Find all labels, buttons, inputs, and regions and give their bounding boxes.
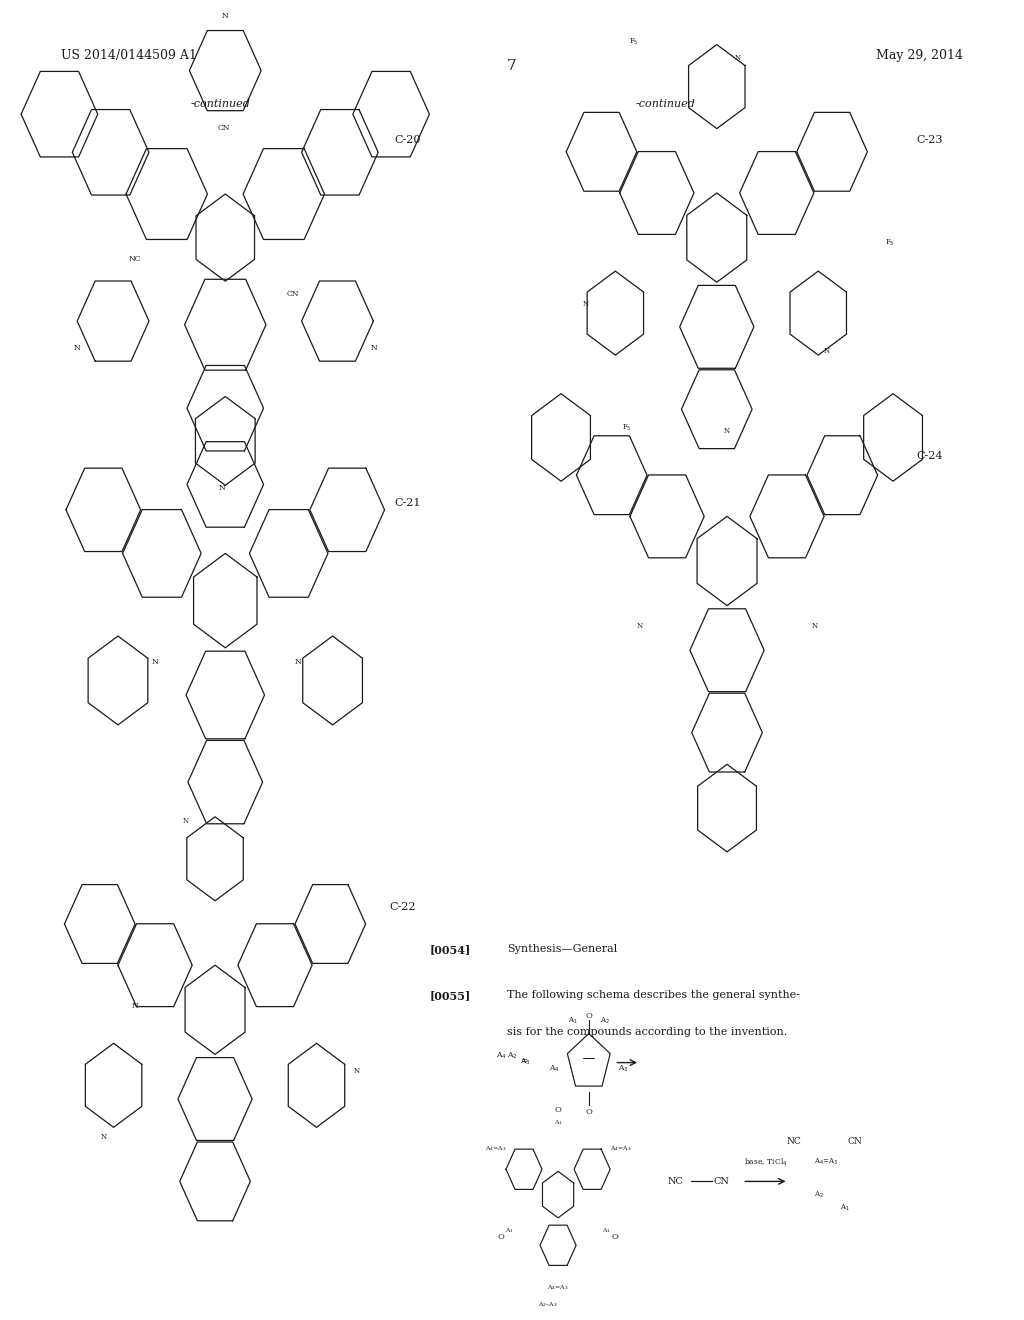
- Text: N: N: [295, 659, 302, 667]
- Text: F$_5$: F$_5$: [885, 238, 895, 248]
- Text: A$_2$: A$_2$: [507, 1051, 517, 1061]
- Text: A$_4$=A$_3$: A$_4$=A$_3$: [547, 1283, 569, 1292]
- Text: C-24: C-24: [916, 451, 943, 462]
- Text: May 29, 2014: May 29, 2014: [876, 49, 963, 62]
- Text: O: O: [611, 1233, 618, 1241]
- Text: C-22: C-22: [389, 902, 416, 912]
- Text: N: N: [132, 1002, 138, 1010]
- Text: NC: NC: [786, 1138, 801, 1146]
- Text: NC: NC: [668, 1177, 684, 1185]
- Text: C-23: C-23: [916, 135, 943, 145]
- Text: A$_1$: A$_1$: [840, 1203, 850, 1213]
- Text: -continued: -continued: [636, 99, 695, 110]
- Text: A$_4$: A$_4$: [497, 1051, 507, 1061]
- Text: O: O: [555, 1106, 561, 1114]
- Text: O: O: [586, 1012, 592, 1020]
- Text: A$_1$: A$_1$: [602, 1226, 610, 1236]
- Text: N: N: [73, 345, 80, 352]
- Text: C-21: C-21: [394, 498, 421, 508]
- Text: [0054]: [0054]: [430, 944, 471, 954]
- Text: N: N: [182, 817, 188, 825]
- Text: O: O: [498, 1233, 505, 1241]
- Text: N: N: [100, 1133, 106, 1140]
- Text: N: N: [812, 622, 818, 630]
- Text: A$_2$: A$_2$: [814, 1189, 824, 1200]
- Text: CN: CN: [714, 1177, 730, 1185]
- Text: A$_2$: A$_2$: [600, 1016, 610, 1027]
- Text: Synthesis—General: Synthesis—General: [507, 944, 617, 954]
- Text: -continued: -continued: [190, 99, 250, 110]
- Text: CN: CN: [287, 290, 299, 298]
- Text: A$_1$: A$_1$: [506, 1226, 514, 1236]
- Text: N: N: [636, 622, 642, 630]
- Text: A$_4$: A$_4$: [549, 1063, 559, 1073]
- Text: The following schema describes the general synthe-: The following schema describes the gener…: [507, 990, 800, 1001]
- Text: =: =: [520, 1057, 527, 1065]
- Text: [0055]: [0055]: [430, 990, 471, 1001]
- Text: A$_1$: A$_1$: [567, 1016, 578, 1027]
- Text: O: O: [586, 1107, 592, 1115]
- Text: N: N: [371, 345, 378, 352]
- Text: A$_1$: A$_1$: [554, 1118, 562, 1127]
- Text: A$_4$=A$_3$: A$_4$=A$_3$: [814, 1156, 839, 1167]
- Text: A$_4$=A$_3$: A$_4$=A$_3$: [484, 1143, 507, 1152]
- Text: A$_2$–A$_3$: A$_2$–A$_3$: [539, 1300, 558, 1309]
- Text: N: N: [735, 54, 741, 62]
- Text: F$_5$: F$_5$: [629, 37, 639, 48]
- Text: F$_5$: F$_5$: [622, 422, 632, 433]
- Text: N: N: [583, 300, 589, 308]
- Text: 7: 7: [507, 59, 517, 74]
- Text: N: N: [219, 484, 226, 492]
- Text: US 2014/0144509 A1: US 2014/0144509 A1: [61, 49, 198, 62]
- Text: N: N: [353, 1067, 359, 1074]
- Text: CN: CN: [217, 124, 229, 132]
- Text: A$_3$: A$_3$: [520, 1056, 530, 1067]
- Text: base, TiCl$_4$: base, TiCl$_4$: [744, 1156, 787, 1168]
- Text: sis for the compounds according to the invention.: sis for the compounds according to the i…: [507, 1027, 787, 1038]
- Text: N: N: [152, 659, 159, 667]
- Text: N: N: [724, 426, 730, 434]
- Text: CN: CN: [848, 1138, 862, 1146]
- Text: A$_4$=A$_3$: A$_4$=A$_3$: [609, 1143, 632, 1152]
- Text: NC: NC: [128, 255, 141, 264]
- Text: N: N: [222, 12, 228, 20]
- Text: C-20: C-20: [394, 135, 421, 145]
- Text: A$_3$: A$_3$: [618, 1063, 629, 1073]
- Text: N: N: [824, 347, 830, 355]
